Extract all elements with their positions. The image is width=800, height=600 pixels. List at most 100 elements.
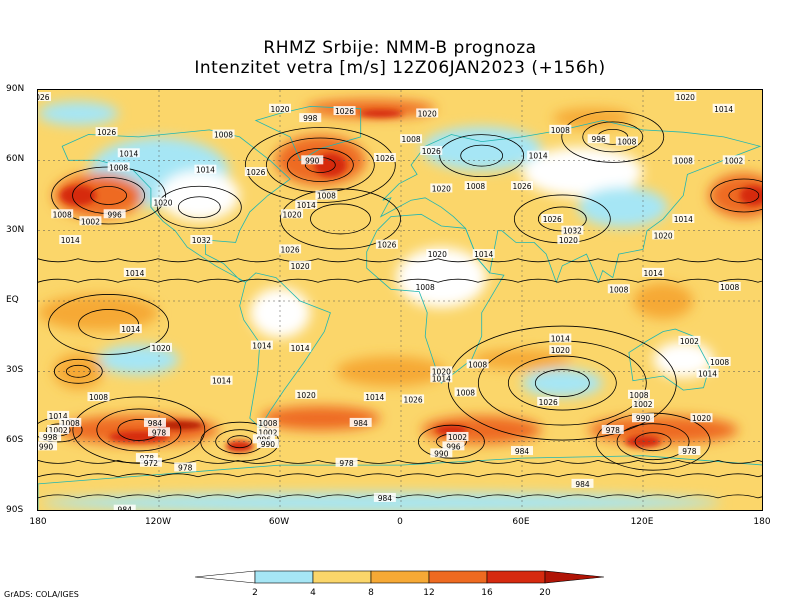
isobar-label-bg [38, 92, 52, 102]
isobar-label-bg [601, 424, 624, 434]
isobar-label-bg [549, 333, 572, 343]
isobar-label-bg [464, 181, 487, 191]
coastline [38, 455, 762, 510]
isobar-label-bg [587, 134, 610, 144]
isobar-label: 1014 [119, 149, 138, 158]
coastline [239, 272, 331, 429]
isobar-label-bg [722, 155, 745, 165]
map-title: RHMZ Srbije: NMM-B prognoza [263, 38, 537, 58]
isobar [65, 364, 91, 378]
isobar [460, 144, 504, 167]
isobar-label-bg [426, 249, 449, 259]
isobar-label: 1014 [121, 325, 140, 334]
colorbar-segment [194, 570, 256, 584]
colorbar-label: 4 [310, 588, 316, 598]
isobar-label-bg [59, 235, 82, 245]
isobar-label-bg [256, 417, 279, 427]
isobar-label-bg [678, 335, 701, 345]
wind-region [396, 247, 487, 308]
isobar-label-bg [103, 209, 126, 219]
isobar-label: 1008 [710, 358, 729, 367]
lon-label-180e: 180 [753, 517, 771, 527]
lon-label-120w: 120W [144, 517, 172, 527]
isobar-label: 1020 [428, 250, 447, 259]
wind-region [358, 109, 403, 118]
lon-label-60e: 60E [512, 517, 530, 527]
isobar-label-bg [150, 342, 173, 352]
isobar [38, 258, 762, 263]
isobar [177, 196, 221, 219]
isobar-label-bg [190, 235, 213, 245]
isobar-label: 978 [339, 459, 354, 468]
wind-region [250, 287, 310, 338]
isobar-label: 1008 [617, 138, 636, 147]
lat-label-30s: 30S [6, 365, 24, 375]
isobar-label: 1014 [674, 215, 693, 224]
isobar [616, 423, 690, 461]
isobar-label: 1008 [466, 182, 485, 191]
isobar-label-bg [244, 167, 267, 177]
colorbar-segment [486, 570, 546, 584]
isobar [507, 355, 617, 411]
wind-region [60, 185, 97, 206]
isobar [38, 278, 762, 283]
isobar-label: 1020 [676, 93, 695, 102]
isobar-label-bg [289, 342, 312, 352]
wind-speed-field [38, 99, 762, 510]
isobar-label-bg [607, 284, 630, 294]
wind-region [522, 369, 603, 398]
isobar-label-bg [250, 340, 273, 350]
isobar-label-bg [333, 106, 356, 116]
isobar [96, 408, 182, 452]
isobar-label: 1020 [559, 236, 578, 245]
isobar-label-bg [289, 260, 312, 270]
isobar [561, 110, 665, 163]
isobar [634, 432, 672, 452]
isobar-label: 1008 [89, 393, 108, 402]
wind-region [335, 356, 446, 387]
isobar-label-bg [632, 399, 654, 409]
isobar-label-bg [416, 108, 439, 118]
isobar-label-bg [38, 441, 58, 451]
wind-region [38, 101, 119, 126]
isobar-label: 1008 [416, 283, 435, 292]
isobar-labels: 1026 1020 998 1026 1020 1020 1014 1026 1008 1008 1… [38, 92, 745, 510]
isobar-label-bg [672, 155, 695, 165]
wind-region [159, 170, 240, 221]
isobar-label: 1020 [283, 210, 302, 219]
isobar-label: 1020 [432, 184, 451, 193]
isobar-label: 998 [303, 114, 318, 123]
isobar-label: 1008 [61, 419, 80, 428]
isobar-label: 1026 [246, 168, 265, 177]
colorbar-label: 20 [539, 588, 551, 598]
isobar-label: 984 [378, 494, 393, 503]
isobar-label: 1026 [539, 398, 558, 407]
isobar-label-bg [414, 281, 437, 291]
isobar-label-bg [430, 183, 453, 193]
isobar [728, 187, 760, 204]
isobar-label-bg [672, 213, 695, 223]
isobar-label-bg [256, 439, 279, 449]
isobar-label-bg [561, 225, 584, 235]
isobar-label: 978 [178, 463, 193, 472]
isobar [38, 494, 762, 499]
isobar-label-bg [194, 164, 217, 174]
isobar-label: 1008 [674, 156, 693, 165]
wind-region [588, 415, 739, 444]
isobar-label: 1026 [335, 107, 354, 116]
lon-label-180w: 180 [29, 517, 47, 527]
isobar-label: 1014 [212, 377, 231, 386]
colorbar-segment [428, 570, 488, 584]
isobar-label: 984 [575, 480, 590, 489]
isobar [710, 178, 762, 213]
isobar-label-bg [87, 392, 110, 402]
isobar-label-bg [281, 209, 304, 219]
isobar-label: 978 [682, 447, 697, 456]
isobar-label: 984 [148, 419, 163, 428]
isobar-label-bg [402, 394, 425, 404]
isobar-label-bg [442, 441, 465, 451]
wind-region [421, 126, 542, 171]
isobar-label: 1020 [551, 346, 570, 355]
colorbar-segment [312, 570, 372, 584]
isobar-label: 1032 [192, 236, 211, 245]
